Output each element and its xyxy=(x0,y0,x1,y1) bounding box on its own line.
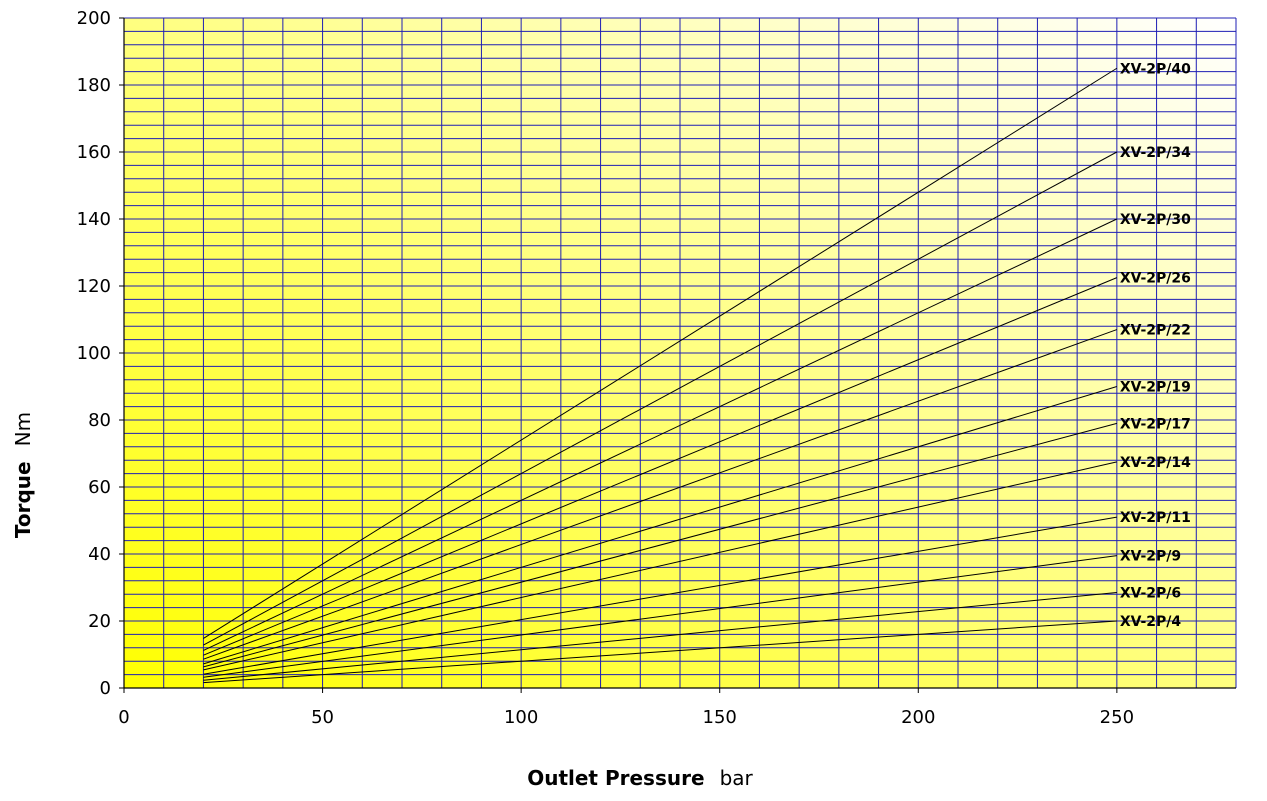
series-line xyxy=(203,516,1117,675)
x-axis-title: Outlet Pressure bar xyxy=(527,766,753,790)
series-label: XV-2P/11 xyxy=(1120,510,1191,526)
x-tick-label: 0 xyxy=(118,707,129,728)
series-labels: XV-2P/40 XV-2P/34 XV-2P/30 XV-2P/26 XV-2P/22… xyxy=(1120,61,1191,630)
series-label: XV-2P/14 xyxy=(1120,455,1191,471)
series-label: XV-2P/4 xyxy=(1120,614,1182,630)
y-axis-title-unit: Nm xyxy=(11,412,35,446)
x-axis-title-unit: bar xyxy=(720,766,754,790)
x-tick-label: 200 xyxy=(901,707,935,728)
series-line xyxy=(203,555,1117,678)
y-tick-label: 60 xyxy=(88,477,111,498)
x-tick-label: 250 xyxy=(1100,707,1134,728)
y-axis-ticks: 0 20 40 60 80 100 120 140 160 180 200 xyxy=(77,8,124,699)
series-line xyxy=(203,277,1118,656)
series-line xyxy=(203,218,1118,651)
series-label: XV-2P/22 xyxy=(1120,323,1191,339)
series-line xyxy=(203,592,1117,681)
x-axis-title-main: Outlet Pressure xyxy=(527,766,704,790)
y-tick-label: 20 xyxy=(88,611,111,632)
series-label: XV-2P/19 xyxy=(1120,380,1191,396)
y-tick-label: 80 xyxy=(88,410,111,431)
y-axis-title-main: Torque xyxy=(11,461,35,538)
y-tick-label: 180 xyxy=(77,75,111,96)
series-label: XV-2P/30 xyxy=(1120,212,1191,228)
series-line xyxy=(203,461,1117,671)
series-line xyxy=(203,386,1118,665)
y-tick-label: 140 xyxy=(77,209,111,230)
y-axis-title: Torque Nm xyxy=(11,412,35,538)
y-tick-label: 0 xyxy=(100,678,111,699)
series-label: XV-2P/17 xyxy=(1120,416,1191,432)
series-line xyxy=(203,67,1118,639)
y-tick-label: 40 xyxy=(88,544,111,565)
series-line xyxy=(203,422,1117,668)
y-tick-label: 120 xyxy=(77,276,111,297)
series-line xyxy=(203,329,1118,660)
x-tick-label: 50 xyxy=(311,707,334,728)
series-label: XV-2P/26 xyxy=(1120,271,1191,287)
series-label: XV-2P/34 xyxy=(1120,145,1191,161)
series-line xyxy=(203,620,1117,684)
series-label: XV-2P/40 xyxy=(1120,61,1191,77)
y-tick-label: 100 xyxy=(77,343,111,364)
series-lines xyxy=(203,67,1118,684)
x-tick-label: 150 xyxy=(703,707,737,728)
series-label: XV-2P/6 xyxy=(1120,586,1181,602)
y-tick-label: 200 xyxy=(77,8,111,29)
series-label: XV-2P/9 xyxy=(1120,549,1181,565)
x-axis-ticks: 0 50 100 150 200 250 xyxy=(118,688,1134,728)
series-line xyxy=(203,151,1118,646)
x-tick-label: 100 xyxy=(504,707,538,728)
y-tick-label: 160 xyxy=(77,142,111,163)
